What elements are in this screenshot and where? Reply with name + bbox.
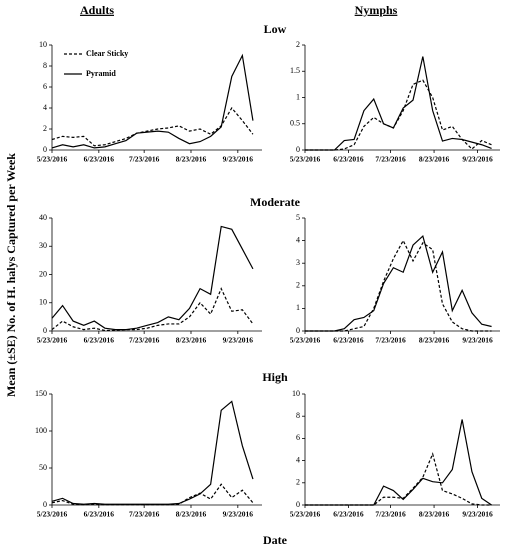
series-line — [305, 239, 492, 332]
x-tick-label: 8/23/2016 — [419, 336, 450, 345]
y-tick-label: 2 — [296, 40, 300, 49]
row-title: Low — [264, 22, 287, 36]
x-tick-label: 5/23/2016 — [37, 155, 68, 164]
y-tick-label: 6 — [296, 433, 300, 442]
series-line — [51, 287, 254, 332]
x-tick-label: 5/23/2016 — [290, 336, 321, 345]
x-tick-label: 8/23/2016 — [176, 336, 207, 345]
column-title: Adults — [80, 3, 114, 17]
series-line — [51, 483, 254, 506]
series-line — [305, 419, 492, 506]
x-tick-label: 7/23/2016 — [375, 510, 406, 519]
series-line — [51, 400, 254, 505]
y-tick-label: 0 — [43, 326, 47, 335]
x-tick-label: 5/23/2016 — [290, 510, 321, 519]
y-tick-label: 8 — [43, 61, 47, 70]
y-tick-label: 10 — [39, 40, 47, 49]
y-tick-label: 1 — [296, 92, 300, 101]
series-line — [305, 234, 492, 332]
series-line — [51, 53, 254, 149]
x-tick-label: 9/23/2016 — [462, 336, 493, 345]
y-tick-label: 4 — [43, 103, 47, 112]
x-tick-label: 5/23/2016 — [290, 155, 321, 164]
x-tick-label: 9/23/2016 — [462, 155, 493, 164]
y-axis-label: Mean (±SE) No. of H. halys Captured per … — [4, 153, 18, 397]
y-tick-label: 1 — [296, 303, 300, 312]
x-tick-label: 7/23/2016 — [375, 155, 406, 164]
y-tick-label: 0 — [43, 145, 47, 154]
y-tick-label: 40 — [39, 213, 47, 222]
x-tick-label: 6/23/2016 — [84, 510, 115, 519]
y-tick-label: 4 — [296, 235, 300, 244]
y-tick-label: 0 — [296, 326, 300, 335]
x-tick-label: 7/23/2016 — [375, 336, 406, 345]
y-tick-label: 2 — [43, 124, 47, 133]
y-tick-label: 10 — [292, 389, 300, 398]
y-tick-label: 6 — [43, 82, 47, 91]
row-title: High — [262, 370, 288, 384]
x-axis-label: Date — [263, 533, 288, 547]
y-tick-label: 1.5 — [290, 66, 300, 75]
x-tick-label: 5/23/2016 — [37, 510, 68, 519]
x-tick-label: 6/23/2016 — [333, 155, 364, 164]
x-tick-label: 7/23/2016 — [129, 510, 160, 519]
x-tick-label: 8/23/2016 — [419, 155, 450, 164]
y-tick-label: 2 — [296, 281, 300, 290]
series-line — [305, 56, 492, 151]
x-tick-label: 7/23/2016 — [129, 336, 160, 345]
y-tick-label: 100 — [35, 426, 47, 435]
y-tick-label: 10 — [39, 298, 47, 307]
y-tick-label: 150 — [35, 389, 47, 398]
y-tick-label: 0.5 — [290, 119, 300, 128]
y-tick-label: 0 — [296, 145, 300, 154]
column-title: Nymphs — [355, 3, 398, 17]
series-line — [305, 452, 492, 506]
y-tick-label: 20 — [39, 269, 47, 278]
x-tick-label: 6/23/2016 — [333, 510, 364, 519]
x-tick-label: 8/23/2016 — [176, 510, 207, 519]
x-tick-label: 7/23/2016 — [129, 155, 160, 164]
legend-label: Clear Sticky — [86, 49, 128, 58]
y-tick-label: 0 — [296, 500, 300, 509]
legend-label: Pyramid — [86, 69, 116, 78]
y-tick-label: 30 — [39, 241, 47, 250]
x-tick-label: 9/23/2016 — [223, 510, 254, 519]
y-tick-label: 5 — [296, 213, 300, 222]
x-tick-label: 9/23/2016 — [462, 510, 493, 519]
x-tick-label: 5/23/2016 — [37, 336, 68, 345]
x-tick-label: 8/23/2016 — [419, 510, 450, 519]
series-line — [51, 106, 254, 147]
row-title: Moderate — [250, 195, 301, 209]
x-tick-label: 6/23/2016 — [84, 336, 115, 345]
y-tick-label: 8 — [296, 411, 300, 420]
y-tick-label: 2 — [296, 478, 300, 487]
series-line — [51, 225, 254, 331]
y-tick-label: 3 — [296, 258, 300, 267]
y-tick-label: 50 — [39, 463, 47, 472]
x-tick-label: 6/23/2016 — [333, 336, 364, 345]
x-tick-label: 9/23/2016 — [223, 155, 254, 164]
y-tick-label: 0 — [43, 500, 47, 509]
y-tick-label: 4 — [296, 455, 300, 464]
x-tick-label: 8/23/2016 — [176, 155, 207, 164]
x-tick-label: 9/23/2016 — [223, 336, 254, 345]
x-tick-label: 6/23/2016 — [84, 155, 115, 164]
